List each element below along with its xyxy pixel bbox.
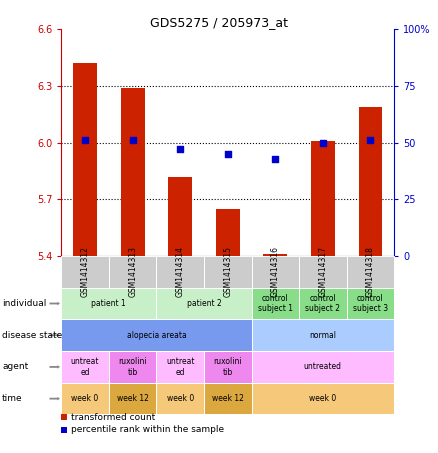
Point <box>272 155 279 162</box>
Text: transformed count: transformed count <box>71 413 155 422</box>
Text: week 0: week 0 <box>166 394 194 403</box>
Point <box>129 137 136 144</box>
Text: time: time <box>2 394 23 403</box>
Point <box>177 146 184 153</box>
Text: GSM1414313: GSM1414313 <box>128 246 137 297</box>
Text: disease state: disease state <box>2 331 63 340</box>
Bar <box>311 141 335 256</box>
Text: untreated: untreated <box>304 362 342 371</box>
Text: GSM1414315: GSM1414315 <box>223 246 232 297</box>
Text: week 12: week 12 <box>117 394 148 403</box>
Text: GSM1414318: GSM1414318 <box>366 246 375 297</box>
Bar <box>216 209 240 256</box>
Text: individual: individual <box>2 299 46 308</box>
Point <box>224 150 231 158</box>
Bar <box>121 88 145 256</box>
Text: GSM1414314: GSM1414314 <box>176 246 185 297</box>
Text: week 0: week 0 <box>309 394 336 403</box>
Text: GSM1414316: GSM1414316 <box>271 246 280 297</box>
Text: control
subject 1: control subject 1 <box>258 294 293 313</box>
Text: patient 2: patient 2 <box>187 299 221 308</box>
Text: untreat
ed: untreat ed <box>166 357 194 376</box>
Text: agent: agent <box>2 362 28 371</box>
Text: GSM1414312: GSM1414312 <box>81 246 90 297</box>
Text: week 0: week 0 <box>71 394 99 403</box>
Text: control
subject 2: control subject 2 <box>305 294 340 313</box>
Text: GDS5275 / 205973_at: GDS5275 / 205973_at <box>150 16 288 29</box>
Bar <box>359 107 382 256</box>
Text: percentile rank within the sample: percentile rank within the sample <box>71 425 224 434</box>
Text: normal: normal <box>309 331 336 340</box>
Text: alopecia areata: alopecia areata <box>127 331 186 340</box>
Bar <box>263 254 287 256</box>
Point <box>367 137 374 144</box>
Point <box>81 137 88 144</box>
Text: control
subject 3: control subject 3 <box>353 294 388 313</box>
Bar <box>168 177 192 256</box>
Text: ruxolini
tib: ruxolini tib <box>213 357 242 376</box>
Bar <box>73 63 97 256</box>
Text: GSM1414317: GSM1414317 <box>318 246 327 297</box>
Text: untreat
ed: untreat ed <box>71 357 99 376</box>
Text: week 12: week 12 <box>212 394 244 403</box>
Text: ruxolini
tib: ruxolini tib <box>118 357 147 376</box>
Text: patient 1: patient 1 <box>92 299 126 308</box>
Point <box>319 139 326 146</box>
